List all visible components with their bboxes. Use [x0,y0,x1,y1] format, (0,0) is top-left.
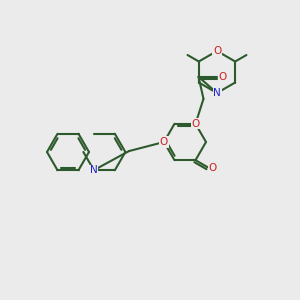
Text: O: O [191,119,200,129]
Text: N: N [213,88,221,98]
Text: O: O [213,46,221,56]
Text: O: O [218,72,226,82]
Text: N: N [90,165,98,175]
Text: O: O [208,163,217,173]
Text: O: O [160,137,168,147]
